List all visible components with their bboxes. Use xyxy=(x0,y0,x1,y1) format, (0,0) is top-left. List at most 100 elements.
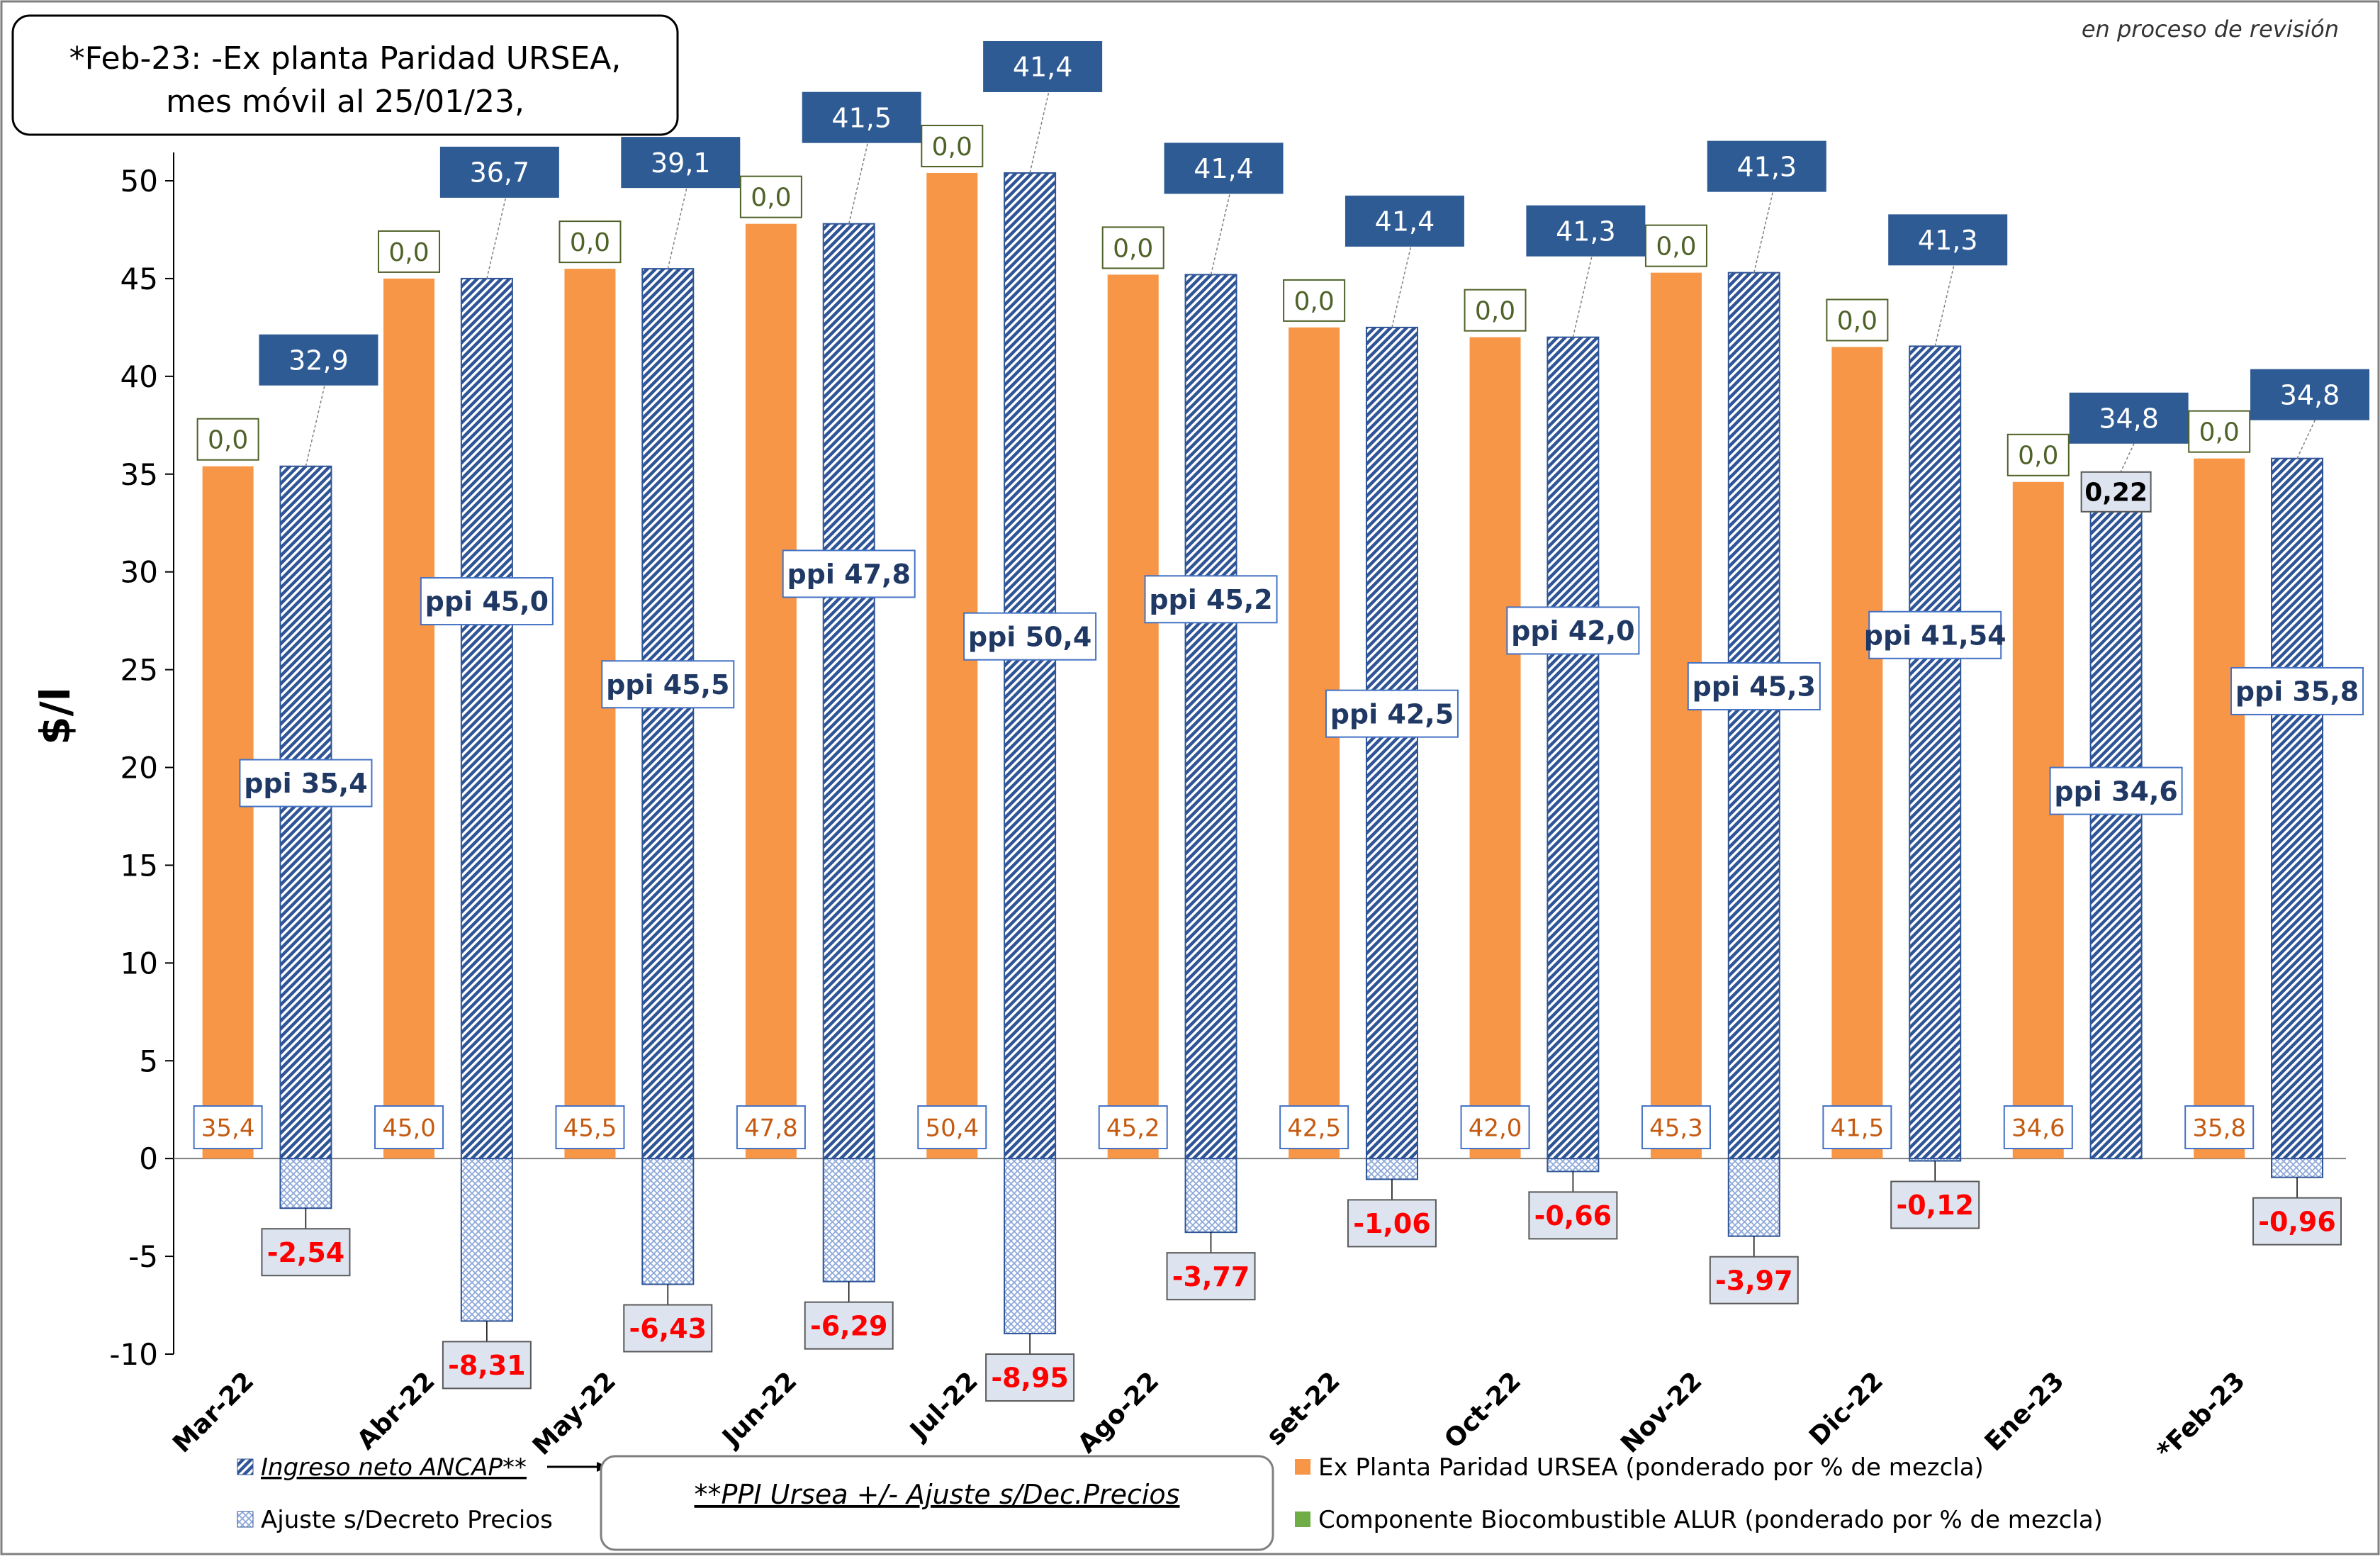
legend-label-ingreso: Ingreso neto ANCAP** xyxy=(261,1453,527,1482)
label-ajuste-box xyxy=(985,1353,1075,1402)
label-ppi-text: ppi 45,2 xyxy=(1149,584,1272,615)
label-ppi-box xyxy=(2230,666,2364,715)
label-ajuste: -0,66 xyxy=(1528,1191,1618,1240)
label-ingreso-box xyxy=(983,40,1103,92)
label-ajuste-box xyxy=(1709,1256,1799,1304)
bar-explanta xyxy=(1107,274,1159,1159)
label-ajuste-box xyxy=(442,1341,532,1390)
label-alur-box xyxy=(1644,224,1707,267)
bar-ajuste xyxy=(460,1158,513,1322)
label-alur: 0,0 xyxy=(1826,298,1889,342)
label-ppi-text: ppi 41,54 xyxy=(1864,620,2006,651)
label-ppi-box xyxy=(2049,766,2183,815)
label-explanta: 35,8 xyxy=(2184,1105,2255,1150)
label-alur-text: 0,0 xyxy=(388,238,429,267)
label-alur-box xyxy=(921,124,984,167)
label-ajuste: -3,77 xyxy=(1166,1252,1256,1301)
label-ajuste-box xyxy=(804,1301,894,1350)
label-alur-text: 0,0 xyxy=(1113,234,1153,263)
label-ajuste: -8,31 xyxy=(442,1341,532,1390)
label-explanta-box xyxy=(1279,1105,1349,1150)
label-ppi: ppi 45,5 xyxy=(601,660,735,709)
y-tick-label: 0 xyxy=(139,1141,158,1176)
label-ingreso-text: 36,7 xyxy=(470,157,530,189)
label-ingreso-text: 41,3 xyxy=(1918,225,1978,256)
data-labels-layer: 35,4 0,0 ppi 35,4 32,9 -2,54 45,0 0,0 ppi 45,0 3… xyxy=(193,40,2370,1402)
legend-swatch-ingreso xyxy=(237,1458,254,1475)
label-alur-text: 0,0 xyxy=(932,133,972,162)
bar-ingreso-neto xyxy=(1547,336,1600,1160)
bar-explanta xyxy=(745,223,797,1159)
label-ajuste-text: -2,54 xyxy=(267,1237,345,1268)
label-ajuste-box xyxy=(1166,1252,1256,1301)
label-alur-box xyxy=(378,230,441,273)
label-explanta: 42,0 xyxy=(1460,1105,1530,1150)
label-alur: 0,0 xyxy=(2188,410,2251,453)
title-line-1: *Feb-23: -Ex planta Paridad URSEA, xyxy=(69,40,622,77)
label-ingreso-text: 41,3 xyxy=(1736,151,1797,182)
bar-ajuste xyxy=(1727,1158,1780,1237)
y-axis-label: $/l xyxy=(31,687,79,744)
label-alur-box xyxy=(2188,410,2251,453)
label-ingreso-text: 32,9 xyxy=(288,345,349,376)
label-explanta-text: 50,4 xyxy=(925,1114,979,1142)
label-alur-text: 0,0 xyxy=(208,426,248,455)
y-tick-label: -5 xyxy=(128,1239,158,1274)
label-ppi-box xyxy=(1144,575,1278,624)
label-ajuste-text: -8,31 xyxy=(448,1350,526,1381)
label-ajuste-text: -0,12 xyxy=(1896,1190,1974,1221)
label-ingreso-box xyxy=(259,334,378,386)
label-ingreso-box xyxy=(1888,214,2008,266)
label-ingreso-text: 34,8 xyxy=(2280,379,2340,410)
bar-explanta xyxy=(2012,481,2064,1159)
label-ingreso-box xyxy=(802,91,921,143)
label-alur-box xyxy=(1283,279,1346,322)
label-alur-box xyxy=(558,220,622,264)
y-tick-label: 15 xyxy=(120,848,158,883)
label-alur: 0,0 xyxy=(1283,279,1346,322)
legend-label-alur: Componente Biocombustible ALUR (ponderad… xyxy=(1318,1506,2103,1534)
y-tick-label: 35 xyxy=(120,457,158,492)
bar-ingreso-neto xyxy=(641,268,695,1160)
label-ajuste-box xyxy=(623,1304,713,1353)
label-ingreso-box xyxy=(1526,205,1646,257)
label-explanta-text: 47,8 xyxy=(744,1114,798,1142)
label-ppi: ppi 42,0 xyxy=(1506,606,1640,655)
label-ingreso: 41,3 xyxy=(1526,205,1646,257)
label-explanta-text: 45,3 xyxy=(1649,1114,1703,1142)
label-explanta: 45,0 xyxy=(374,1105,444,1150)
label-alur: 0,0 xyxy=(1644,224,1707,267)
bar-ingreso-neto xyxy=(1909,345,1962,1160)
bar-ingreso-neto xyxy=(1004,172,1057,1160)
label-explanta-box xyxy=(193,1105,263,1150)
label-explanta-text: 34,6 xyxy=(2011,1114,2065,1142)
legend: Ingreso neto ANCAP** Ajuste s/Decreto Pr… xyxy=(237,1453,2103,1551)
bar-explanta xyxy=(1469,337,1521,1159)
label-ppi-box xyxy=(601,660,735,709)
bar-ingreso-neto xyxy=(279,465,332,1160)
bar-explanta xyxy=(1650,272,1702,1159)
label-explanta-box xyxy=(555,1105,625,1150)
label-ppi-text: ppi 45,0 xyxy=(425,586,549,618)
axis-layer: -10 -5 0 5 10 15 20 25 30 35 40 45 50 xyxy=(109,152,2346,1372)
leader-lines-layer xyxy=(305,87,2318,1357)
label-alur: 0,0 xyxy=(378,230,441,273)
bar-explanta xyxy=(926,172,978,1159)
label-explanta-box xyxy=(2184,1105,2255,1150)
label-ppi-text: ppi 35,8 xyxy=(2235,676,2359,708)
bar-ingreso-neto xyxy=(1184,274,1237,1160)
label-ajuste: -1,06 xyxy=(1347,1199,1437,1248)
label-ajuste: -0,12 xyxy=(1890,1180,1980,1229)
label-ajuste-box xyxy=(261,1228,351,1277)
label-alur: 0,0 xyxy=(921,124,984,167)
label-ingreso-text: 41,4 xyxy=(1375,206,1435,238)
label-ppi: ppi 47,8 xyxy=(782,549,916,598)
y-tick-label: -10 xyxy=(109,1337,158,1372)
y-tick-label: 45 xyxy=(120,262,158,296)
label-ingreso: 34,8 xyxy=(2250,369,2370,420)
label-ppi-box xyxy=(420,577,554,626)
bar-ingreso-neto xyxy=(1727,272,1780,1160)
label-ajuste-box xyxy=(1528,1191,1618,1240)
label-ppi: ppi 45,3 xyxy=(1687,662,1821,711)
